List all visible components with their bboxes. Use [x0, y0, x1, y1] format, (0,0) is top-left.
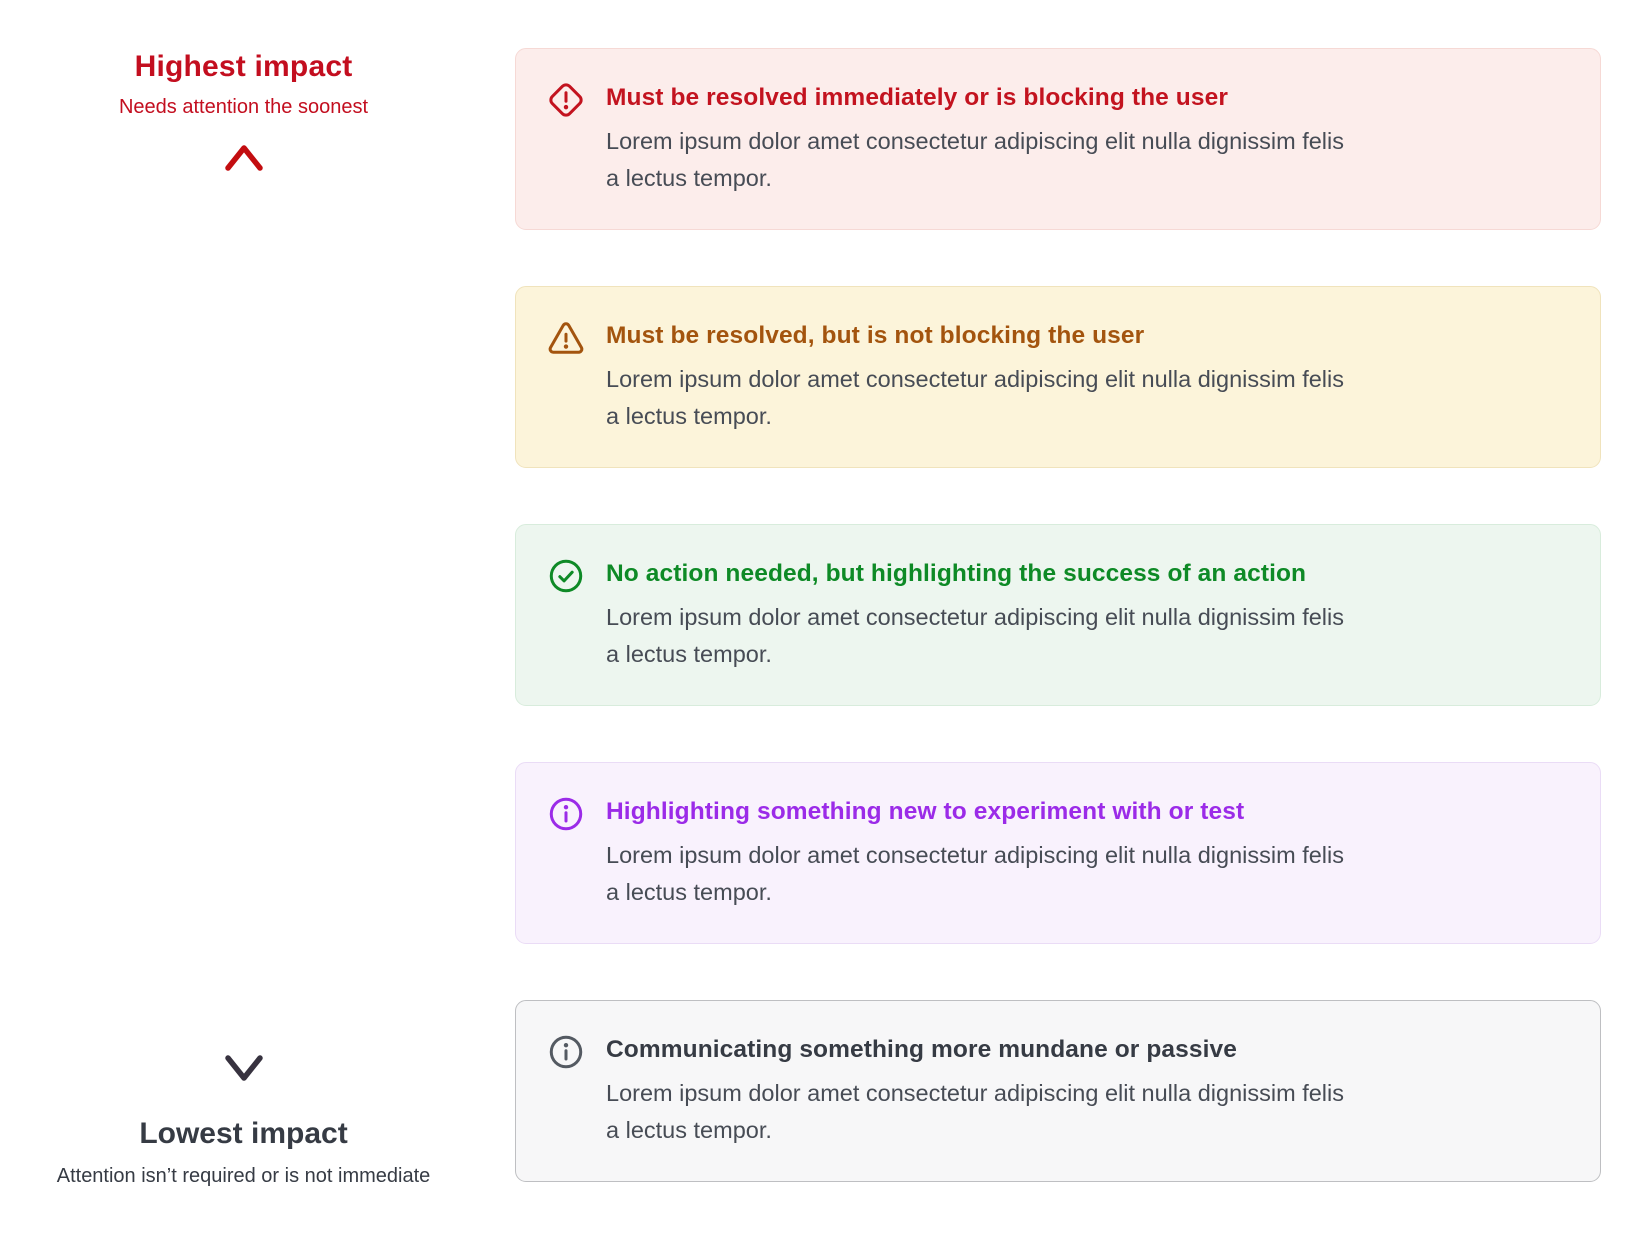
- arrow-head-top-icon: [224, 145, 263, 171]
- card-title: Must be resolved immediately or is block…: [606, 84, 1228, 111]
- card-title: Highlighting something new to experiment…: [606, 798, 1245, 825]
- info-circle-icon: [547, 1033, 585, 1071]
- card-content: Highlighting something new to experiment…: [606, 793, 1568, 911]
- check-circle-icon: [547, 557, 585, 595]
- triangle-exclamation-icon: [547, 319, 585, 357]
- card-body: Lorem ipsum dolor amet consectetur adipi…: [606, 1080, 1344, 1143]
- card-body: Lorem ipsum dolor amet consectetur adipi…: [606, 128, 1344, 191]
- axis-top-sublabel: Needs attention the soonest: [118, 96, 369, 118]
- card-body: Lorem ipsum dolor amet consectetur adipi…: [606, 604, 1344, 667]
- card-body: Lorem ipsum dolor amet consectetur adipi…: [606, 366, 1344, 429]
- alert-card-new: Highlighting something new to experiment…: [515, 762, 1601, 944]
- card-content: Communicating something more mundane or …: [606, 1031, 1568, 1149]
- axis-bottom-sublabel: Attention isn’t required or is not immed…: [56, 1165, 431, 1187]
- alert-card-warning: Must be resolved, but is not blocking th…: [515, 286, 1601, 468]
- alert-card-neutral: Communicating something more mundane or …: [515, 1000, 1601, 1182]
- alert-card-success: No action needed, but highlighting the s…: [515, 524, 1601, 706]
- card-body: Lorem ipsum dolor amet consectetur adipi…: [606, 842, 1344, 905]
- diamond-exclamation-icon: [547, 81, 585, 119]
- alert-card-critical: Must be resolved immediately or is block…: [515, 48, 1601, 230]
- card-title: No action needed, but highlighting the s…: [606, 560, 1307, 587]
- alert-cards-column: Must be resolved immediately or is block…: [487, 0, 1652, 1248]
- impact-axis: Highest impact Needs attention the soone…: [0, 0, 487, 1248]
- info-circle-icon: [547, 795, 585, 833]
- card-content: No action needed, but highlighting the s…: [606, 555, 1568, 673]
- impact-gradient-arrow: [224, 145, 263, 1081]
- card-title: Must be resolved, but is not blocking th…: [606, 322, 1145, 349]
- card-content: Must be resolved immediately or is block…: [606, 79, 1568, 197]
- axis-bottom-label: Lowest impact: [139, 1117, 348, 1150]
- card-title: Communicating something more mundane or …: [606, 1036, 1237, 1063]
- arrow-head-bottom-icon: [224, 1055, 263, 1081]
- card-content: Must be resolved, but is not blocking th…: [606, 317, 1568, 435]
- axis-top-label: Highest impact: [134, 50, 353, 83]
